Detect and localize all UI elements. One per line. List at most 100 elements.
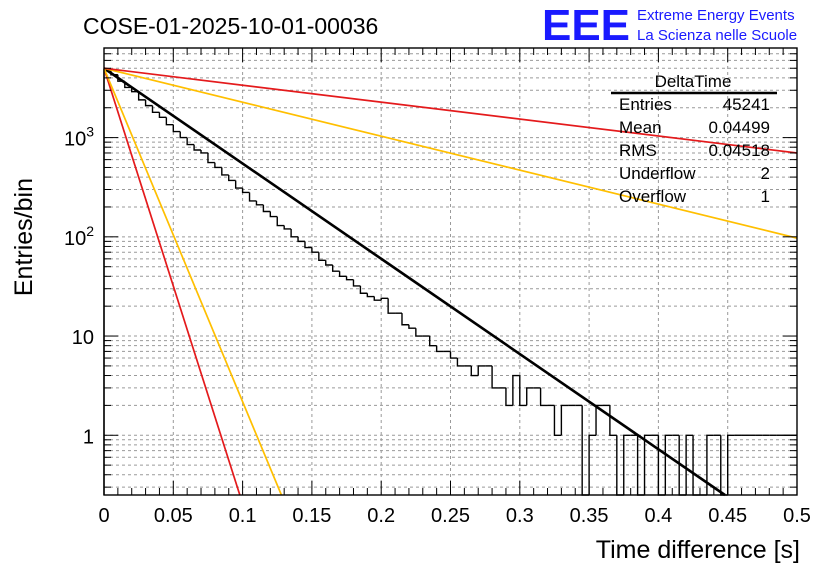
histogram-bin: [685, 434, 694, 495]
histogram-bin: [470, 365, 479, 377]
histogram-bin: [415, 328, 423, 337]
histogram-bin: [429, 336, 437, 347]
stats-value-entries: 45241: [723, 95, 770, 114]
histogram-bin: [408, 324, 416, 329]
histogram-bin: [505, 387, 513, 407]
histogram-bin: [221, 167, 229, 176]
histogram-bin: [290, 228, 299, 238]
logo-line-2: La Scienza nelle Scuole: [637, 27, 797, 44]
histogram-bin: [373, 296, 382, 301]
y-axis-label: Entries/bin: [10, 178, 38, 296]
histogram-bin: [262, 204, 271, 213]
stats-label-underflow: Underflow: [619, 164, 696, 183]
histogram-bin: [401, 313, 409, 326]
histogram-bin: [172, 124, 181, 133]
x-tick-label: 0.25: [431, 505, 470, 527]
histogram-bin: [560, 404, 569, 436]
axis-ticks: 0 0.05 0.1 0.15 0.2 0.25 0.3 0.35 0.4 0.45 0.5 1 10 1…: [64, 47, 811, 527]
y-tick-exponent: 3: [86, 124, 94, 140]
stats-label-overflow: Overflow: [619, 187, 687, 206]
stats-label-mean: Mean: [619, 118, 662, 137]
histogram-bin: [380, 297, 389, 301]
eee-logo: EEE: [542, 1, 630, 50]
histogram-bin: [477, 365, 486, 376]
histogram-bin: [325, 260, 333, 266]
x-tick-label: 0.3: [506, 505, 534, 527]
histogram-bin: [248, 192, 257, 202]
x-tick-label: 0.4: [644, 505, 672, 527]
histogram-bin: [207, 152, 215, 164]
histogram-bin: [214, 162, 222, 169]
histogram-bin: [345, 276, 354, 281]
stats-value-rms: 0.04518: [709, 141, 770, 160]
logo-line-1: Extreme Energy Events: [637, 7, 795, 24]
histogram-bin: [228, 174, 236, 182]
histogram-bin: [255, 200, 264, 206]
histogram-bin: [318, 252, 326, 261]
y-tick-label: 10: [72, 327, 94, 349]
histogram-bin: [179, 131, 188, 139]
histogram-bin: [241, 188, 250, 194]
histogram-bin: [193, 144, 202, 151]
y-tick-label: 1: [83, 426, 94, 448]
fit-curve-red-steep: [103, 67, 241, 496]
histogram-bin: [338, 271, 347, 278]
histogram-bin: [276, 216, 285, 227]
x-tick-label: 0.2: [367, 505, 395, 527]
histogram-bin: [366, 293, 375, 298]
stats-box: DeltaTime Entries 45241 Mean 0.04499 RMS…: [611, 72, 777, 206]
histogram-bin: [311, 247, 319, 253]
histogram-bin: [269, 211, 278, 218]
x-tick-label: 0.1: [229, 505, 257, 527]
stats-label-entries: Entries: [619, 95, 672, 114]
stats-value-underflow: 2: [761, 164, 770, 183]
x-tick-label: 0.05: [154, 505, 193, 527]
histogram-bin: [158, 112, 167, 119]
fit-curve-red-shallow: [103, 67, 798, 154]
histogram-bin: [643, 434, 652, 495]
histogram-bin: [283, 225, 292, 230]
x-axis-label: Time difference [s]: [596, 536, 800, 564]
histogram-bin: [352, 279, 361, 287]
x-tick-label: 0.15: [292, 505, 331, 527]
histogram-bin: [297, 236, 305, 243]
x-tick-label: 0.35: [570, 505, 609, 527]
histogram-bin: [449, 351, 458, 359]
histogram-bin: [186, 137, 195, 146]
histogram-bin: [727, 434, 735, 495]
histogram-bin: [664, 434, 673, 495]
histogram-bin: [512, 374, 520, 406]
histogram-bin: [387, 298, 396, 314]
x-tick-label: 0: [98, 505, 109, 527]
stats-title: DeltaTime: [655, 72, 732, 91]
histogram-bin: [234, 180, 243, 189]
y-tick-exponent: 2: [86, 223, 94, 239]
histogram-bin: [519, 375, 527, 407]
fit-curve-fit: [103, 67, 726, 497]
x-tick-label: 0.5: [783, 505, 811, 527]
stats-label-rms: RMS: [619, 141, 657, 160]
histogram-bin: [553, 405, 562, 436]
histogram-bin: [623, 434, 631, 495]
stats-value-overflow: 1: [761, 187, 770, 206]
histogram-bin: [151, 105, 160, 113]
histogram-bin: [435, 345, 444, 353]
histogram-bin: [304, 241, 312, 249]
histogram-bin: [588, 434, 597, 495]
histogram-bin: [165, 117, 174, 126]
histogram-bin: [331, 265, 340, 272]
histogram-bin: [144, 99, 153, 107]
histogram-bin: [200, 150, 208, 154]
histogram-bin: [137, 91, 146, 101]
histogram-bin: [359, 285, 368, 294]
stats-value-mean: 0.04499: [709, 118, 770, 137]
histogram-bin: [539, 387, 548, 407]
histogram-bin: [706, 434, 714, 495]
fit-curves: [103, 67, 798, 497]
fit-curve-orange-steep: [103, 67, 283, 496]
fit-curve-orange-shallow: [103, 67, 798, 239]
histogram-bin: [456, 358, 465, 367]
chart-title: COSE-01-2025-10-01-00036: [83, 13, 378, 39]
histogram-bin: [491, 365, 500, 389]
